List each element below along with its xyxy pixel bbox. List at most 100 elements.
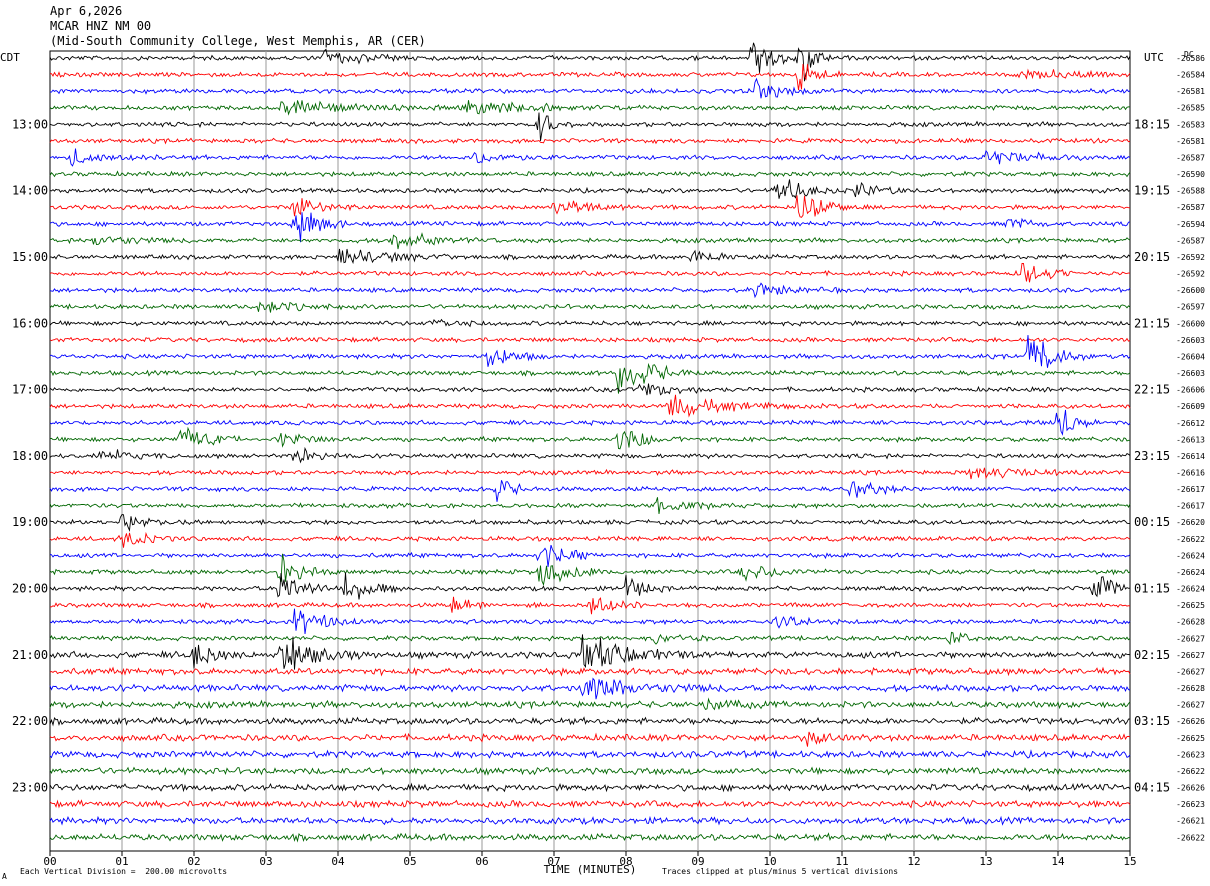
dc-offset-label: -26625 <box>1176 601 1205 610</box>
dc-offset-label: -26587 <box>1176 236 1205 245</box>
dc-offset-label: -26588 <box>1176 187 1205 196</box>
x-tick-label: 11 <box>835 855 848 868</box>
left-hour-label: 18:00 <box>12 449 48 463</box>
trace-row <box>49 596 1131 615</box>
left-hour-label: 15:00 <box>12 250 48 264</box>
right-hour-label: 21:15 <box>1134 316 1170 330</box>
left-hour-label: 21:00 <box>12 648 48 662</box>
dc-offset-label: -26624 <box>1176 585 1205 594</box>
station-location: (Mid-South Community College, West Memph… <box>50 34 426 48</box>
dc-offset-label: -26624 <box>1176 568 1205 577</box>
station-code: MCAR HNZ NM 00 <box>50 19 152 33</box>
trace-row <box>50 63 1131 91</box>
right-hour-label: 02:15 <box>1134 648 1170 662</box>
left-hour-label: 20:00 <box>12 582 48 596</box>
trace-row <box>49 480 1131 502</box>
dc-offset-label: -26587 <box>1176 153 1205 162</box>
dc-offset-label: -26625 <box>1176 734 1205 743</box>
dc-offset-label: -26592 <box>1176 253 1205 262</box>
dc-offset-label: -26617 <box>1176 485 1205 494</box>
dc-offset-label: -26584 <box>1176 71 1205 80</box>
trace-row <box>50 77 1131 99</box>
left-hour-label: 19:00 <box>12 515 48 529</box>
x-axis-title: TIME (MINUTES) <box>544 863 637 876</box>
trace-row <box>49 170 1131 178</box>
dc-offset-label: -26600 <box>1176 286 1205 295</box>
dc-offset-label: -26626 <box>1176 717 1205 726</box>
dc-offset-label: -26624 <box>1176 551 1205 560</box>
left-hour-label: 23:00 <box>12 781 48 795</box>
trace-row <box>49 799 1131 809</box>
x-tick-label: 08 <box>619 855 632 868</box>
trace-row <box>49 497 1131 514</box>
dc-offset-label: -26592 <box>1176 270 1205 279</box>
trace-row <box>49 531 1131 548</box>
dc-offset-label: -26614 <box>1176 452 1205 461</box>
trace-row <box>49 100 1131 116</box>
x-tick-label: 13 <box>979 855 992 868</box>
dc-offset-label: -26622 <box>1176 535 1205 544</box>
dc-offset-label: -26603 <box>1176 336 1205 345</box>
right-hour-label: 01:15 <box>1134 582 1170 596</box>
left-hour-label: 14:00 <box>12 184 48 198</box>
trace-row <box>49 148 1131 167</box>
dc-offset-label: -26621 <box>1176 817 1205 826</box>
dc-offset-label: -26603 <box>1176 369 1205 378</box>
dc-offset-label: -26616 <box>1176 469 1205 478</box>
dc-offset-label: -26581 <box>1176 87 1205 96</box>
trace-row <box>49 212 1131 243</box>
x-tick-label: 10 <box>763 855 776 868</box>
dc-offset-label: -26628 <box>1176 684 1205 693</box>
trace-row <box>49 426 1130 450</box>
left-timezone-label: CDT <box>0 51 20 64</box>
clipping-note: Traces clipped at plus/minus 5 vertical … <box>662 867 899 876</box>
trace-row <box>49 677 1131 700</box>
right-hour-label: 23:15 <box>1134 449 1170 463</box>
dc-offset-label: -26626 <box>1176 784 1205 793</box>
trace-row <box>49 608 1131 635</box>
dc-offset-label: -26590 <box>1176 170 1205 179</box>
trace-row <box>49 782 1131 793</box>
trace-row <box>49 513 1130 533</box>
dc-offset-label: -26612 <box>1176 419 1205 428</box>
dc-offset-label: -26597 <box>1176 303 1205 312</box>
trace-row <box>49 749 1131 759</box>
dc-offset-label: -26594 <box>1176 220 1205 229</box>
trace-row <box>49 362 1131 394</box>
trace-row <box>49 195 1131 218</box>
trace-row <box>49 766 1131 776</box>
trace-row <box>49 666 1131 677</box>
trace-row <box>49 544 1131 568</box>
x-tick-label: 04 <box>331 855 345 868</box>
dc-offset-label: -26587 <box>1176 203 1205 212</box>
plot-date: Apr 6,2026 <box>50 4 123 18</box>
trace-row <box>49 336 1131 344</box>
trace-row <box>49 137 1131 145</box>
trace-row <box>49 634 1131 670</box>
dc-offset-label: -26581 <box>1176 137 1205 146</box>
dc-offset-label: -26623 <box>1176 750 1205 759</box>
right-timezone-label: UTC <box>1144 51 1164 64</box>
right-hour-label: 00:15 <box>1134 515 1170 529</box>
dc-offset-label: -26627 <box>1176 701 1205 710</box>
x-tick-label: 14 <box>1051 855 1065 868</box>
left-hour-label: 22:00 <box>12 714 48 728</box>
trace-row <box>49 42 1131 82</box>
right-hour-label: 18:15 <box>1134 117 1170 131</box>
dc-offset-label: -26586 <box>1176 54 1205 63</box>
x-tick-label: 05 <box>403 855 416 868</box>
corner-mark: A <box>2 872 7 881</box>
right-hour-label: 04:15 <box>1134 781 1170 795</box>
trace-row <box>49 631 1131 646</box>
right-hour-label: 22:15 <box>1134 383 1170 397</box>
dc-offset-label: -26627 <box>1176 634 1205 643</box>
trace-row <box>49 731 1131 747</box>
trace-row <box>49 446 1131 464</box>
trace-row <box>49 553 1131 587</box>
x-tick-label: 07 <box>547 855 560 868</box>
dc-offset-label: -26613 <box>1176 435 1205 444</box>
dc-offset-label: -26583 <box>1176 120 1205 129</box>
x-tick-label: 09 <box>691 855 704 868</box>
trace-row <box>49 318 1130 328</box>
